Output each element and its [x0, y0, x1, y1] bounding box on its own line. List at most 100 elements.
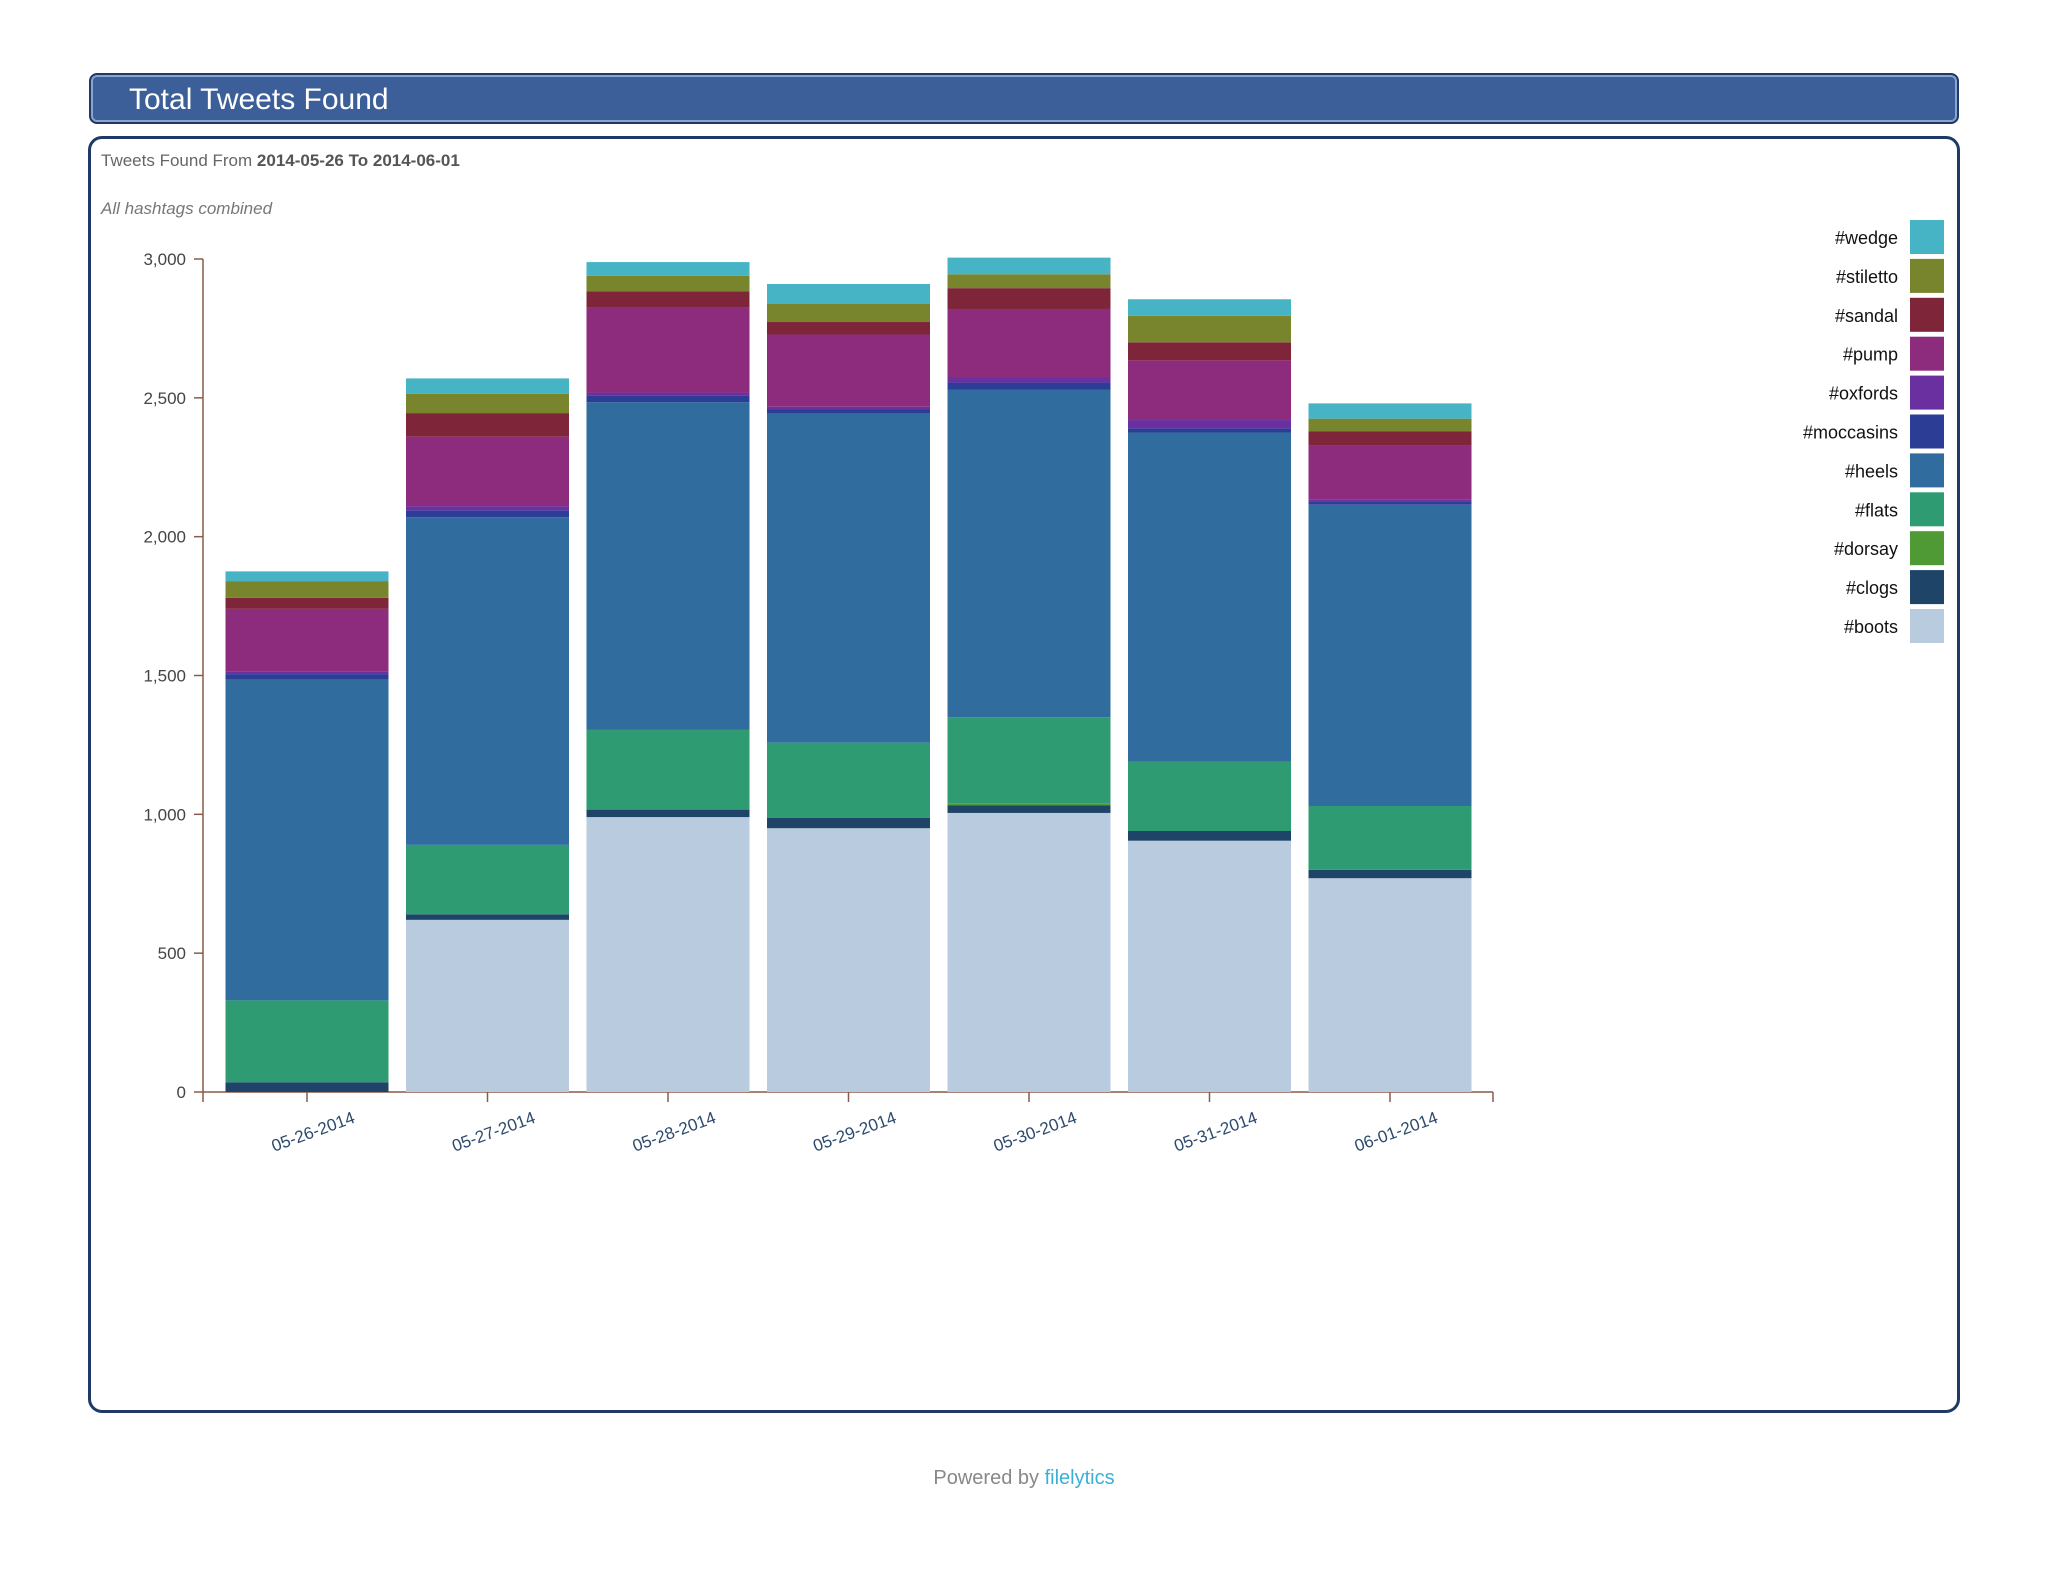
bar-segment-stiletto: [586, 275, 750, 292]
bar-segment-heels: [947, 389, 1111, 718]
page-title: Total Tweets Found: [129, 83, 389, 116]
bar-segment-oxfords: [406, 506, 569, 511]
x-tick-label: 05-30-2014: [991, 1108, 1079, 1156]
bar-segment-flats: [586, 729, 750, 810]
footer: Powered by filelytics: [0, 1467, 2048, 1490]
legend-swatch: [1910, 375, 1944, 410]
bar-segment-moccasins: [225, 674, 389, 680]
y-tick-label: 0: [177, 1083, 186, 1102]
bar-segment-pump: [586, 307, 750, 393]
bar-segment-boots: [767, 828, 930, 1092]
bar-segment-stiletto: [406, 393, 569, 414]
bar-segment-heels: [225, 679, 389, 1001]
bar-segment-oxfords: [1308, 499, 1472, 502]
date-from: 2014-05-26: [256, 151, 344, 170]
bar-segment-oxfords: [767, 406, 930, 410]
legend-label: #sandal: [1835, 306, 1898, 326]
bar-segment-flats: [406, 844, 569, 915]
y-tick-label: 2,000: [143, 528, 186, 547]
bar-segment-wedge: [406, 378, 569, 394]
bar-segment-boots: [406, 919, 569, 1092]
bar-segment-stiletto: [225, 581, 389, 598]
bar-segment-heels: [1308, 504, 1472, 807]
bar-segment-stiletto: [1128, 315, 1291, 343]
bar-segment-pump: [947, 308, 1111, 378]
bar-segment-boots: [1308, 878, 1472, 1092]
legend-label: #pump: [1843, 345, 1898, 365]
legend-label: #flats: [1855, 500, 1898, 520]
hashtags-note: All hashtags combined: [101, 199, 273, 218]
bar-segment-clogs: [767, 817, 930, 829]
bar-segment-sandal: [586, 291, 750, 308]
y-tick-label: 3,000: [143, 250, 186, 269]
title-bar: Total Tweets Found: [89, 73, 1959, 124]
bar-segment-pump: [1128, 360, 1291, 421]
bar-segment-moccasins: [947, 382, 1111, 390]
legend-swatch: [1910, 220, 1944, 254]
y-tick-label: 1,500: [143, 667, 186, 686]
bar-segment-flats: [1128, 761, 1291, 831]
bar-segment-clogs: [1128, 830, 1291, 841]
legend-label: #wedge: [1835, 228, 1898, 248]
legend-label: #heels: [1845, 461, 1898, 481]
legend-label: #dorsay: [1834, 539, 1898, 559]
legend-label: #clogs: [1846, 578, 1898, 598]
bar-segment-flats: [767, 742, 930, 818]
bar-segment-boots: [947, 812, 1111, 1092]
date-joiner: To: [348, 151, 369, 170]
bar-segment-sandal: [1308, 431, 1472, 446]
bar-segment-pump: [767, 334, 930, 407]
x-tick-label: 06-01-2014: [1352, 1108, 1440, 1156]
bar-segment-moccasins: [767, 409, 930, 414]
bar-segment-clogs: [406, 914, 569, 920]
y-tick-label: 2,500: [143, 389, 186, 408]
bar-segment-stiletto: [947, 274, 1111, 289]
bar-segment-sandal: [1128, 342, 1291, 361]
date-range-subtitle: Tweets Found From 2014-05-26 To 2014-06-…: [101, 151, 460, 171]
legend-swatch: [1910, 336, 1944, 371]
legend-label: #moccasins: [1803, 423, 1898, 443]
legend-swatch: [1910, 492, 1944, 527]
bar-segment-oxfords: [947, 377, 1111, 383]
legend-swatch: [1910, 414, 1944, 449]
bar-segment-flats: [1308, 806, 1472, 870]
bar-segment-clogs: [1308, 869, 1472, 879]
legend-swatch: [1910, 453, 1944, 488]
legend-label: #oxfords: [1829, 384, 1898, 404]
bar-segment-sandal: [947, 288, 1111, 309]
legend-swatch: [1910, 297, 1944, 332]
bar-segment-flats: [225, 1000, 389, 1083]
bar-segment-sandal: [767, 322, 930, 335]
y-tick-label: 1,000: [143, 805, 186, 824]
x-tick-label: 05-26-2014: [269, 1108, 357, 1156]
y-tick-label: 500: [158, 944, 186, 963]
bar-segment-heels: [406, 517, 569, 845]
legend-swatch: [1910, 609, 1944, 643]
brand-link[interactable]: filelytics: [1044, 1467, 1115, 1489]
footer-prefix: Powered by: [933, 1467, 1040, 1489]
legend-swatch: [1910, 258, 1944, 293]
bar-segment-clogs: [225, 1082, 389, 1092]
bar-segment-moccasins: [586, 395, 750, 403]
bar-segment-wedge: [225, 571, 389, 582]
bar-segment-oxfords: [1128, 420, 1291, 429]
bar-segment-boots: [586, 817, 750, 1092]
bar-segment-wedge: [586, 262, 750, 276]
bar-segment-oxfords: [225, 671, 389, 675]
bar-segment-moccasins: [1128, 428, 1291, 433]
bar-segment-dorsay: [947, 803, 1111, 806]
x-tick-label: 05-27-2014: [450, 1108, 538, 1156]
bar-segment-stiletto: [767, 303, 930, 323]
legend-label: #boots: [1844, 617, 1898, 637]
bar-segment-heels: [767, 413, 930, 743]
bar-segment-wedge: [1128, 299, 1291, 316]
bar-segment-sandal: [225, 597, 389, 609]
bar-segment-moccasins: [406, 510, 569, 518]
bar-segment-sandal: [406, 413, 569, 437]
bar-segment-wedge: [947, 257, 1111, 275]
x-tick-label: 05-31-2014: [1172, 1108, 1260, 1156]
date-to: 2014-06-01: [372, 151, 460, 170]
bar-segment-wedge: [1308, 403, 1472, 419]
legend-swatch: [1910, 570, 1944, 605]
